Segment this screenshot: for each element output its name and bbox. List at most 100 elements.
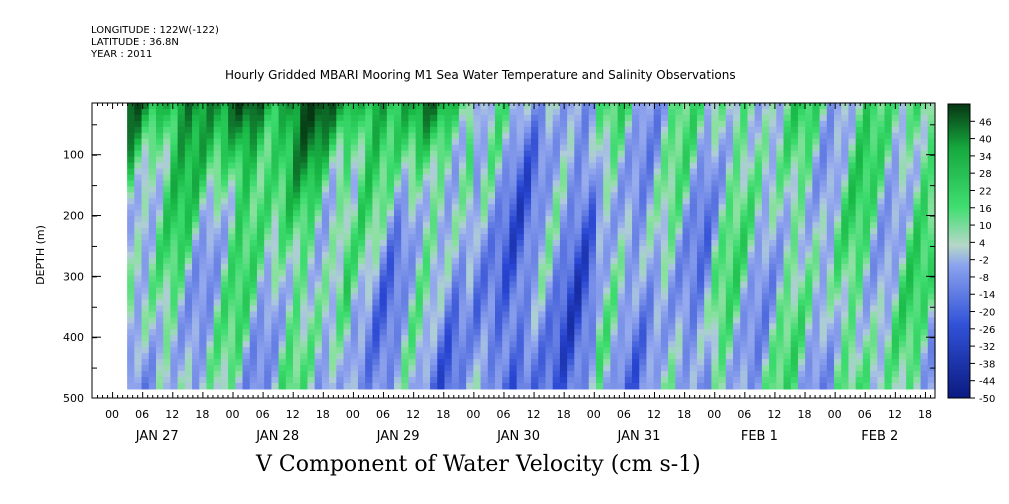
- heatmap-cell: [458, 311, 467, 319]
- heatmap-cell: [357, 216, 366, 223]
- heatmap-cell: [812, 329, 821, 336]
- heatmap-cell: [307, 329, 316, 336]
- heatmap-cell: [819, 329, 828, 336]
- heatmap-cell: [235, 234, 244, 241]
- heatmap-cell: [235, 251, 244, 259]
- heatmap-cell: [314, 311, 323, 319]
- heatmap-cell: [855, 162, 864, 170]
- heatmap-cell: [790, 168, 799, 176]
- heatmap-cell: [444, 341, 453, 348]
- heatmap-cell: [394, 341, 402, 348]
- heatmap-cell: [394, 228, 402, 235]
- heatmap-cell: [213, 245, 222, 253]
- heatmap-cell: [329, 150, 337, 158]
- heatmap-cell: [610, 335, 619, 342]
- heatmap-cell: [603, 311, 611, 319]
- heatmap-cell: [646, 234, 655, 241]
- heatmap-cell: [682, 365, 691, 372]
- heatmap-cell: [660, 186, 669, 193]
- heatmap-cell: [365, 186, 373, 193]
- heatmap-cell: [696, 257, 705, 265]
- heatmap-cell: [502, 114, 511, 122]
- heatmap-cell: [617, 376, 626, 384]
- heatmap-cell: [761, 222, 770, 229]
- heatmap-cell: [682, 335, 691, 342]
- heatmap-cell: [769, 317, 777, 324]
- heatmap-cell: [408, 341, 417, 348]
- heatmap-cell: [220, 120, 229, 128]
- heatmap-cell: [603, 239, 611, 247]
- heatmap-cell: [523, 257, 532, 265]
- heatmap-cell: [199, 329, 208, 336]
- heatmap-cell: [372, 192, 381, 199]
- heatmap-cell: [675, 186, 684, 193]
- heatmap-cell: [177, 204, 186, 211]
- heatmap-cell: [790, 341, 799, 348]
- heatmap-cell: [220, 228, 229, 235]
- heatmap-cell: [264, 281, 272, 289]
- heatmap-cell: [235, 150, 244, 158]
- heatmap-cell: [170, 353, 179, 360]
- heatmap-cell: [249, 341, 258, 348]
- heatmap-cell: [855, 210, 864, 217]
- heatmap-cell: [300, 353, 309, 360]
- heatmap-cell: [545, 126, 554, 134]
- heatmap-cell: [660, 162, 669, 170]
- heatmap-cell: [300, 192, 309, 199]
- heatmap-cell: [675, 180, 684, 187]
- heatmap-cell: [819, 126, 828, 134]
- heatmap-cell: [321, 156, 330, 164]
- heatmap-cell: [220, 114, 229, 122]
- heatmap-cell: [192, 275, 200, 283]
- heatmap-cell: [228, 239, 236, 247]
- heatmap-cell: [862, 168, 871, 176]
- heatmap-cell: [538, 198, 547, 205]
- heatmap-cell: [567, 186, 575, 193]
- heatmap-cell: [769, 198, 777, 205]
- heatmap-cell: [595, 114, 604, 122]
- heatmap-cell: [574, 132, 583, 140]
- heatmap-cell: [329, 216, 337, 223]
- heatmap-cell: [545, 239, 554, 247]
- heatmap-cell: [509, 359, 518, 366]
- heatmap-cell: [220, 251, 229, 259]
- heatmap-cell: [610, 359, 619, 366]
- heatmap-cell: [862, 376, 871, 384]
- heatmap-cell: [422, 108, 431, 116]
- heatmap-cell: [127, 150, 135, 158]
- heatmap-cell: [458, 228, 467, 235]
- heatmap-cell: [805, 108, 813, 116]
- heatmap-cell: [278, 132, 287, 140]
- heatmap-cell: [668, 305, 676, 313]
- heatmap-cell: [141, 222, 150, 229]
- heatmap-cell: [285, 347, 294, 354]
- heatmap-cell: [848, 281, 857, 289]
- heatmap-cell: [761, 180, 770, 187]
- heatmap-cell: [249, 347, 258, 354]
- heatmap-cell: [704, 311, 712, 319]
- heatmap-cell: [761, 371, 770, 378]
- heatmap-cell: [480, 376, 489, 384]
- heatmap-cell: [372, 204, 381, 211]
- heatmap-cell: [595, 103, 604, 110]
- heatmap-cell: [184, 198, 193, 205]
- heatmap-cell: [675, 216, 684, 223]
- heatmap-cell: [617, 108, 626, 116]
- heatmap-cell: [588, 150, 597, 158]
- heatmap-cell: [696, 108, 705, 116]
- heatmap-cell: [495, 299, 503, 307]
- heatmap-cell: [725, 281, 734, 289]
- heatmap-cell: [336, 371, 345, 378]
- heatmap-cell: [451, 275, 460, 283]
- heatmap-cell: [422, 263, 431, 271]
- heatmap-cell: [365, 198, 373, 205]
- heatmap-cell: [372, 311, 381, 319]
- heatmap-cell: [769, 174, 777, 182]
- heatmap-cell: [718, 120, 727, 128]
- heatmap-cell: [480, 204, 489, 211]
- heatmap-cell: [458, 120, 467, 128]
- heatmap-cell: [559, 156, 568, 164]
- heatmap-cell: [343, 311, 352, 319]
- heatmap-cell: [184, 287, 193, 295]
